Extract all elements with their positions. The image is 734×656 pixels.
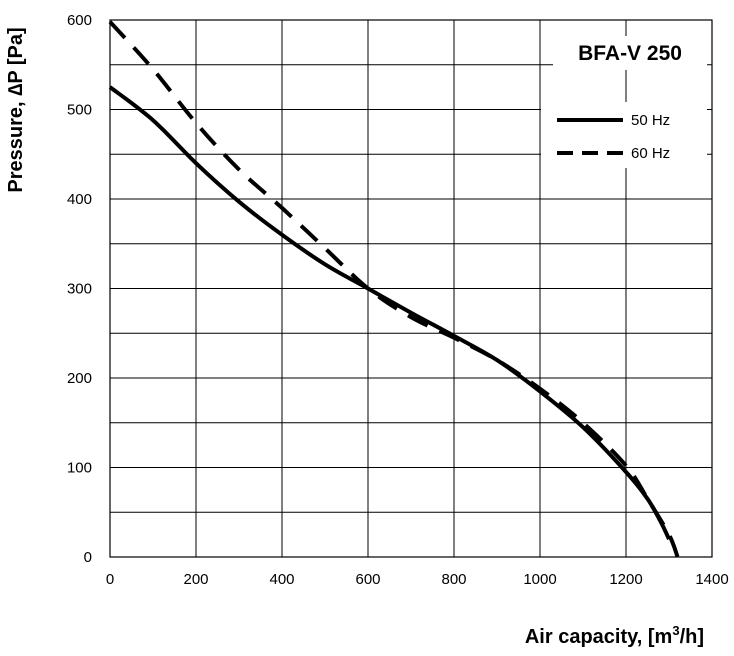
x-axis-title: Air capacity, [m3/h] [525,623,704,648]
x-tick-label: 0 [106,571,114,588]
y-tick-label: 300 [67,281,92,298]
chart-title-background [553,36,707,70]
x-tick-label: 600 [355,571,380,588]
x-tick-label: 1000 [523,571,556,588]
grid [109,19,713,558]
y-tick-label: 600 [67,12,92,29]
series-lines [108,20,680,558]
y-tick-labels: 0 100 200 300 400 500 600 [67,12,92,566]
legend-label-0: 50 Hz [631,112,670,129]
y-tick-label: 400 [67,191,92,208]
y-tick-label: 100 [67,460,92,477]
x-tick-label: 400 [269,571,294,588]
x-tick-label: 1400 [695,571,728,588]
legend-label-1: 60 Hz [631,145,670,162]
chart-title: BFA-V 250 [578,42,682,65]
plot-frame [109,19,713,558]
y-axis-title: Pressure, ∆P [Pa] [5,27,27,192]
y-tick-label: 500 [67,102,92,119]
x-tick-label: 800 [441,571,466,588]
x-tick-labels: 0 200 400 600 800 1000 1200 1400 [106,571,729,588]
x-tick-label: 200 [183,571,208,588]
plot-border [109,19,713,558]
series-line-1 [108,20,680,558]
legend: 50 Hz 60 Hz [541,102,707,168]
y-tick-label: 200 [67,370,92,387]
legend-background [541,102,707,168]
x-tick-label: 1200 [609,571,642,588]
y-tick-label: 0 [84,549,92,566]
